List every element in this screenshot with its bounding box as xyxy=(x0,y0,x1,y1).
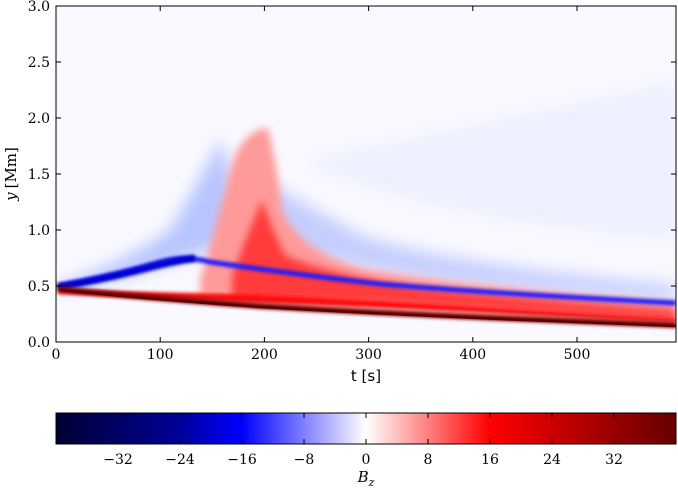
blue-front-left xyxy=(57,254,196,291)
colorbar-label-sub: z xyxy=(368,476,375,488)
x-tick-label: 400 xyxy=(459,347,486,363)
red-lower-lobe xyxy=(58,290,676,322)
colorbar-label: Bz xyxy=(357,468,375,488)
y-axis-label-var: y xyxy=(2,192,20,202)
x-tick-label: 500 xyxy=(564,347,591,363)
colorbar-ticks: −32 −24 −16 −8 0 8 16 24 32 xyxy=(103,413,623,468)
colorbar-tick-label: 0 xyxy=(362,452,371,468)
x-tick-label: 300 xyxy=(355,347,382,363)
colorbar-label-var: B xyxy=(357,468,369,486)
colorbar-tick-label: −32 xyxy=(103,452,133,468)
x-tick-label: 100 xyxy=(147,347,174,363)
y-tick-label: 2.0 xyxy=(28,111,50,127)
faint-blue-wash xyxy=(300,80,676,240)
colorbar: −32 −24 −16 −8 0 8 16 24 32 Bz xyxy=(55,412,677,488)
heatmap-panel xyxy=(55,5,677,343)
x-tick-label: 0 xyxy=(52,347,61,363)
y-tick-label: 1.5 xyxy=(28,167,50,183)
y-tick-label: 1.0 xyxy=(28,223,50,239)
y-axis-ticks: 0.0 0.5 1.0 1.5 2.0 2.5 3.0 xyxy=(28,0,676,351)
dark-red-band-core xyxy=(59,288,676,328)
x-axis-label: t [s] xyxy=(351,367,381,385)
colorbar-gradient xyxy=(55,412,677,445)
colorbar-tick-label: 16 xyxy=(481,452,499,468)
x-tick-label: 200 xyxy=(251,347,278,363)
blue-plume-right xyxy=(262,180,676,300)
colorbar-tick-label: 8 xyxy=(424,452,433,468)
colorbar-tick-label: −24 xyxy=(165,452,195,468)
colorbar-tick-label: −16 xyxy=(227,452,257,468)
red-spike-core xyxy=(232,200,676,320)
blue-plume-left xyxy=(58,140,238,290)
colorbar-tick-label: −8 xyxy=(294,452,315,468)
y-tick-label: 2.5 xyxy=(28,55,50,71)
y-tick-label: 0.0 xyxy=(28,335,50,351)
x-axis-ticks: 0 100 200 300 400 500 xyxy=(52,6,591,363)
y-tick-label: 3.0 xyxy=(28,0,50,15)
colorbar-tick-label: 32 xyxy=(605,452,623,468)
y-axis-label-unit: [Mm] xyxy=(2,147,20,188)
colorbar-tick-label: 24 xyxy=(543,452,561,468)
y-tick-label: 0.5 xyxy=(28,279,50,295)
y-axis-label: y [Mm] xyxy=(2,147,20,202)
